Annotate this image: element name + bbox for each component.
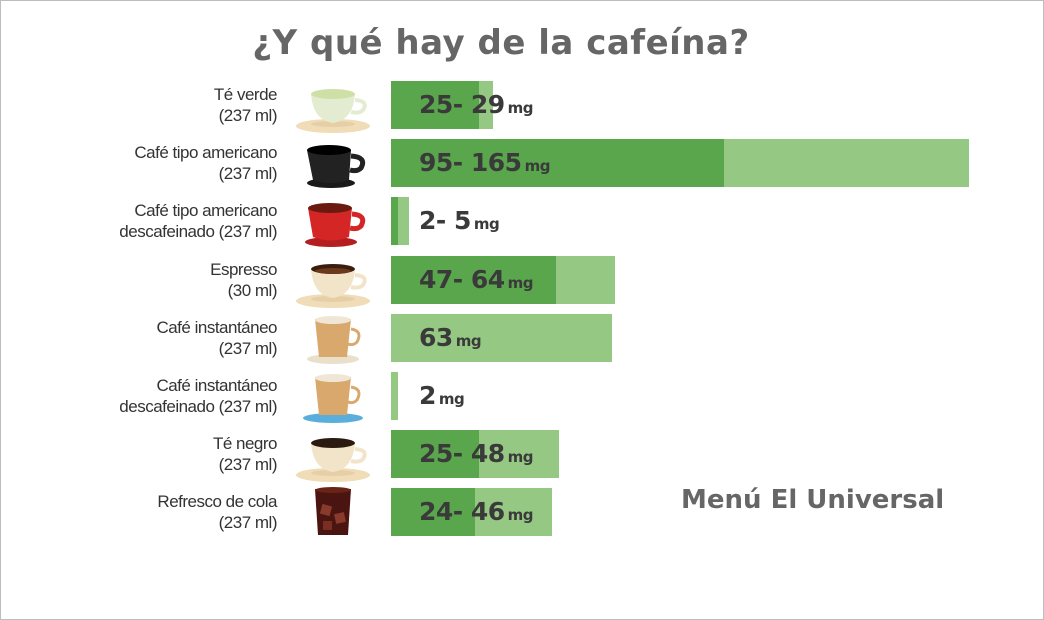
category-serving: (237 ml): [218, 455, 278, 474]
value-label: 24- 46 mg: [419, 497, 534, 526]
category-name: Café tipo americano: [134, 201, 277, 220]
value-unit: mg: [438, 390, 465, 408]
value-unit: mg: [507, 448, 534, 466]
value-label: 2- 5 mg: [419, 206, 500, 235]
bar-min-range: [391, 81, 479, 129]
category-label: Café instantáneo descafeinado (237 ml): [41, 375, 277, 417]
category-serving: (237 ml): [218, 164, 278, 183]
category-name: Refresco de cola: [157, 492, 277, 511]
value-label: 63 mg: [419, 323, 482, 352]
category-label: Té negro (237 ml): [41, 433, 278, 475]
category-label: Refresco de cola (237 ml): [41, 491, 277, 533]
category-name: Espresso: [210, 260, 277, 279]
instant-coffee-glass-icon: [307, 316, 361, 364]
value-unit: mg: [507, 274, 534, 292]
source-credit: Menú El Universal: [681, 485, 945, 515]
bar-min-range: [391, 256, 556, 304]
decaf-instant-coffee-glass-icon: [303, 374, 363, 423]
chart-title: ¿Y qué hay de la cafeína?: [252, 23, 750, 63]
value-unit: mg: [455, 332, 482, 350]
category-serving: descafeinado (237 ml): [119, 222, 277, 241]
category-serving: (30 ml): [227, 281, 278, 300]
category-label: Café instantáneo (237 ml): [41, 317, 277, 359]
bar-min-range: [391, 488, 475, 536]
category-name: Té negro: [212, 434, 278, 453]
category-label: Café tipo americano descafeinado (237 ml): [41, 200, 277, 242]
bar-min-range: [391, 197, 398, 245]
value-number: 25- 29: [419, 90, 505, 119]
black-tea-cup-icon: [296, 438, 370, 482]
category-name: Té verde: [213, 85, 278, 104]
value-unit: mg: [507, 506, 534, 524]
value-unit: mg: [507, 99, 534, 117]
red-coffee-cup-icon: [305, 203, 366, 247]
value-number: 95- 165: [419, 148, 522, 177]
value-label: 25- 29 mg: [419, 90, 534, 119]
value-label: 2 mg: [419, 381, 465, 410]
value-unit: mg: [473, 215, 500, 233]
bar-max-range: [391, 372, 398, 420]
category-label: Café tipo americano (237 ml): [41, 142, 277, 184]
value-number: 24- 46: [419, 497, 505, 526]
category-name: Café instantáneo: [156, 318, 277, 337]
category-name: Café tipo americano: [134, 143, 277, 162]
bar-max-range: [391, 314, 612, 362]
category-label: Té verde (237 ml): [41, 84, 278, 126]
value-label: 95- 165 mg: [419, 148, 550, 177]
category-serving: (237 ml): [218, 106, 278, 125]
category-serving: descafeinado (237 ml): [119, 397, 277, 416]
value-unit: mg: [524, 157, 551, 175]
value-number: 2: [419, 381, 436, 410]
category-serving: (237 ml): [218, 513, 278, 532]
category-name: Café instantáneo: [156, 376, 277, 395]
black-coffee-mug-icon: [307, 145, 366, 188]
bar-min-range: [391, 430, 479, 478]
value-number: 47- 64: [419, 265, 505, 294]
espresso-cup-icon: [296, 264, 370, 308]
value-number: 25- 48: [419, 439, 505, 468]
category-serving: (237 ml): [218, 339, 278, 358]
category-label: Espresso (30 ml): [41, 259, 277, 301]
value-number: 2- 5: [419, 206, 471, 235]
value-label: 25- 48 mg: [419, 439, 534, 468]
bar-min-range: [391, 139, 724, 187]
green-tea-cup-icon: [296, 89, 370, 133]
value-label: 47- 64 mg: [419, 265, 534, 294]
value-number: 63: [419, 323, 453, 352]
cola-glass-icon: [315, 487, 351, 535]
